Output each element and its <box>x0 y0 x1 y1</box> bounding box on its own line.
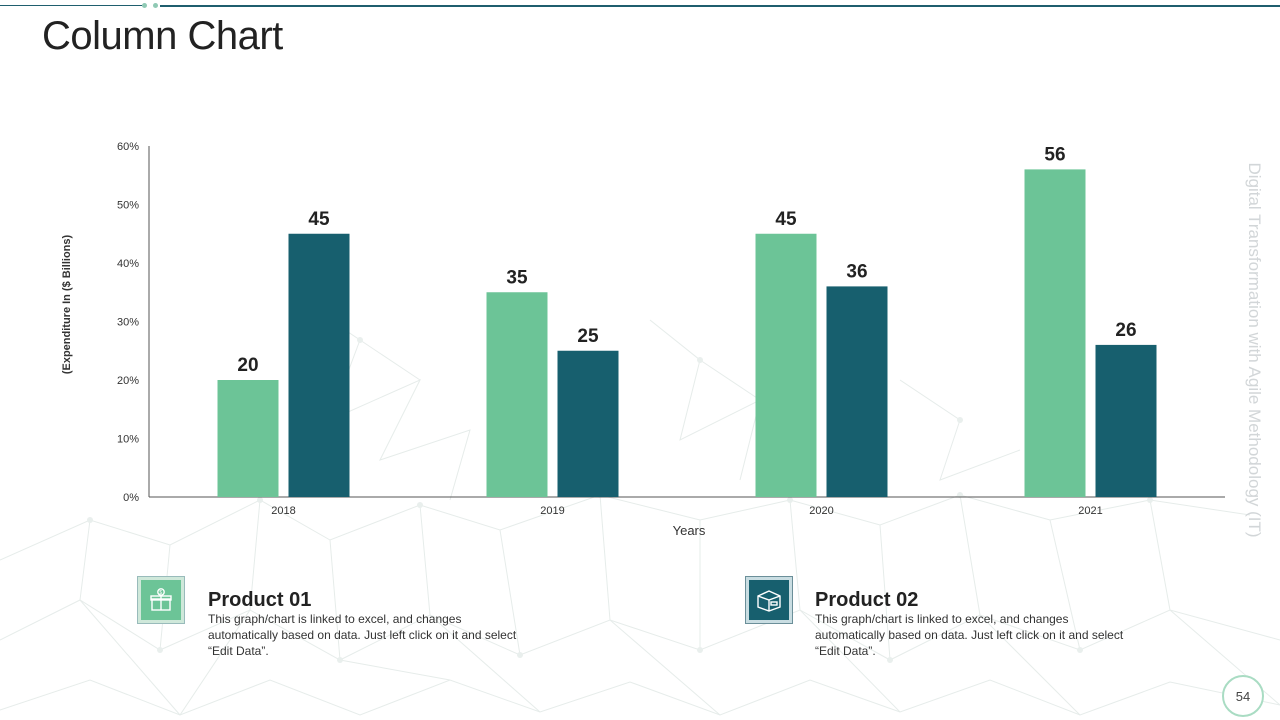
bar-data-label: 56 <box>1044 144 1065 165</box>
product-02-title: Product 02 <box>815 589 919 611</box>
bar-product-01 <box>486 292 548 497</box>
x-tick-label: 2020 <box>809 505 833 517</box>
bar-product-01 <box>1024 169 1086 497</box>
x-axis-title: Years <box>673 523 706 538</box>
top-line-right-segment <box>160 5 1280 7</box>
bar-product-01 <box>755 233 817 497</box>
gift-box-icon: $ <box>150 588 172 611</box>
bar-data-label: 20 <box>237 355 258 376</box>
y-tick-label: 40% <box>117 258 139 270</box>
y-tick-label: 60% <box>117 141 139 153</box>
y-tick-label: 50% <box>117 200 139 212</box>
bar-data-label: 45 <box>308 209 330 230</box>
bar-data-label: 35 <box>506 267 528 288</box>
product-02-description: This graph/chart is linked to excel, and… <box>815 612 1124 658</box>
product-02-icon-box <box>745 576 793 624</box>
bar-product-02 <box>1095 344 1157 497</box>
top-accent-line <box>0 3 1280 8</box>
page-number: 54 <box>1222 675 1264 717</box>
bar-data-label: 36 <box>846 261 867 282</box>
product-01-icon-box: $ <box>137 576 185 624</box>
bar-product-02 <box>826 286 888 497</box>
bar-product-02 <box>557 350 619 497</box>
bar-data-label: 45 <box>775 209 797 230</box>
product-01-description: This graph/chart is linked to excel, and… <box>208 612 517 658</box>
x-tick-label: 2018 <box>271 505 295 517</box>
bar-product-02 <box>288 233 350 497</box>
x-tick-label: 2021 <box>1078 505 1102 517</box>
slide-title: Column Chart <box>42 14 283 58</box>
y-axis-title: (Expenditure In ($ Billions) <box>61 234 73 374</box>
delivery-box-icon <box>757 590 781 612</box>
top-line-left-segment <box>0 5 142 6</box>
top-line-dot <box>153 3 158 8</box>
bar-product-01 <box>217 380 279 497</box>
y-tick-label: 0% <box>123 492 139 504</box>
y-tick-label: 30% <box>117 317 139 329</box>
y-tick-label: 10% <box>117 434 139 446</box>
bar-data-label: 26 <box>1115 320 1136 341</box>
svg-text:$: $ <box>159 590 162 596</box>
bar-data-label: 25 <box>577 326 599 347</box>
product-01-title: Product 01 <box>208 589 312 611</box>
top-line-dot <box>142 3 147 8</box>
y-tick-label: 20% <box>117 375 139 387</box>
x-tick-label: 2019 <box>540 505 564 517</box>
